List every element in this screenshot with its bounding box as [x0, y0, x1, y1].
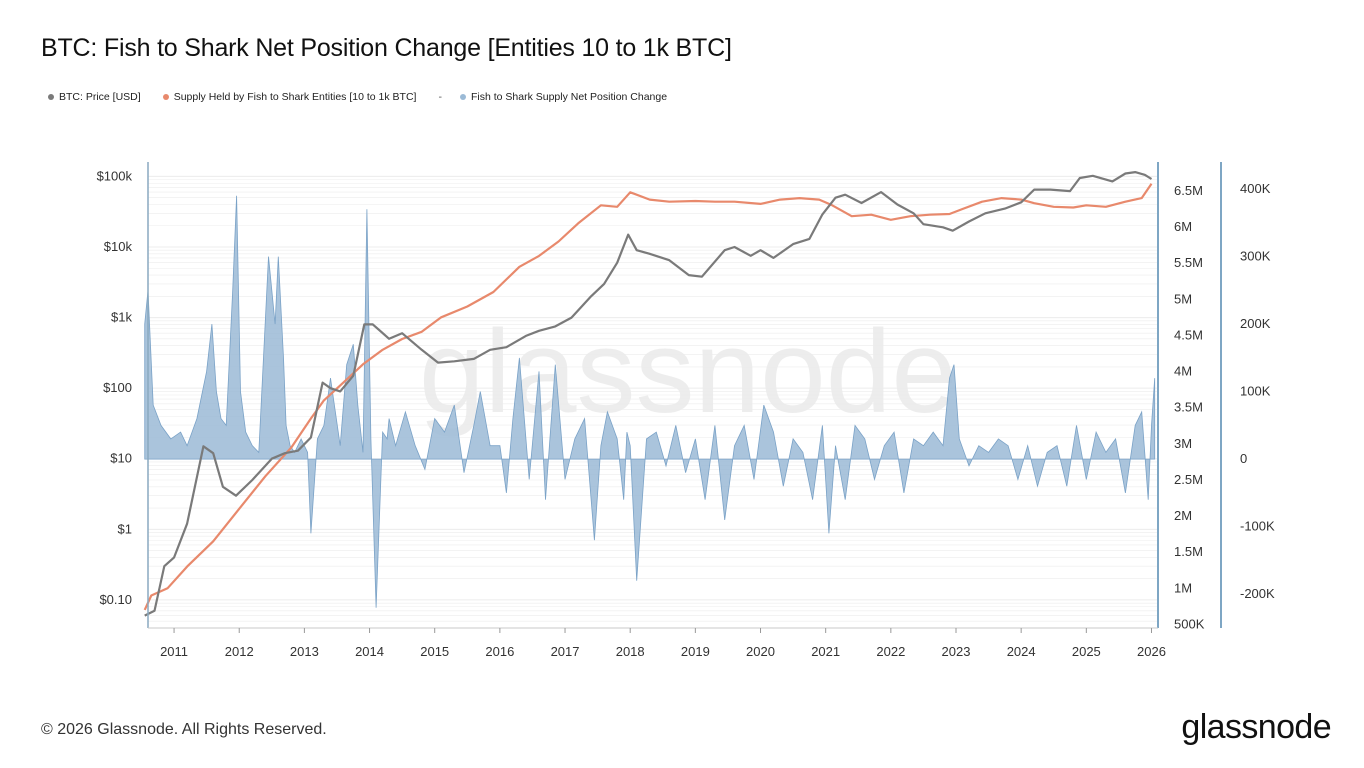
netchange-area-path	[144, 195, 1156, 608]
legend-item-netchange[interactable]: Fish to Shark Supply Net Position Change	[459, 91, 668, 103]
legend-label-supply: Supply Held by Fish to Shark Entities [1…	[173, 91, 417, 103]
right1-tick-label: 2.5M	[1174, 472, 1203, 487]
x-tick-label: 2013	[290, 644, 319, 659]
right2-tick-label: -200K	[1240, 586, 1275, 601]
axes: $0.10 $1 $10 $100 $1k $10k $100k 500K 1M 1.5M 2M 2.…	[97, 162, 1275, 659]
right1-tick-label: 1.5M	[1174, 544, 1203, 559]
left-tick-label: $1	[118, 521, 132, 536]
x-tick-label: 2011	[160, 644, 188, 659]
x-tick-label: 2024	[1007, 644, 1036, 659]
x-tick-label: 2022	[876, 644, 905, 659]
right2-tick-label: 0	[1240, 451, 1247, 466]
legend-separator: -	[438, 91, 442, 103]
legend-label-netchange: Fish to Shark Supply Net Position Change	[470, 91, 668, 103]
x-tick-label: 2023	[942, 644, 971, 659]
watermark: glassnode	[419, 306, 957, 438]
right1-tick-label: 5M	[1174, 291, 1192, 306]
left-tick-label: $1k	[111, 310, 132, 325]
right1-tick-label: 1M	[1174, 580, 1192, 595]
right2-tick-label: 300K	[1240, 249, 1271, 264]
right1-tick-label: 6M	[1174, 219, 1192, 234]
right1-tick-label: 2M	[1174, 508, 1192, 523]
legend-dot-price	[48, 94, 54, 100]
netchange-area	[144, 195, 1156, 608]
left-tick-label: $100k	[97, 168, 133, 183]
right1-tick-label: 5.5M	[1174, 255, 1203, 270]
right1-tick-label: 4.5M	[1174, 327, 1203, 342]
x-tick-label: 2021	[811, 644, 840, 659]
copyright-text: © 2026 Glassnode. All Rights Reserved.	[41, 721, 327, 738]
supply-line	[143, 183, 1153, 611]
chart-legend: BTC: Price [USD] Supply Held by Fish to …	[48, 91, 689, 103]
right1-tick-label: 3M	[1174, 436, 1192, 451]
supply-series	[143, 183, 1153, 611]
x-tick-label: 2015	[420, 644, 449, 659]
right1-tick-label: 4M	[1174, 364, 1192, 379]
x-tick-label: 2026	[1137, 644, 1166, 659]
x-tick-label: 2025	[1072, 644, 1101, 659]
x-tick-label: 2019	[681, 644, 710, 659]
right1-tick-label: 6.5M	[1174, 183, 1203, 198]
legend-dot-supply	[162, 94, 169, 100]
brand-logo: glassnode	[1181, 708, 1331, 746]
x-tick-label: 2017	[551, 644, 580, 659]
legend-dot-netchange	[459, 94, 466, 100]
x-tick-label: 2012	[225, 644, 254, 659]
right1-tick-label: 3.5M	[1174, 400, 1203, 415]
x-tick-label: 2020	[746, 644, 775, 659]
right2-tick-label: -100K	[1240, 519, 1275, 534]
left-tick-label: $0.10	[99, 592, 132, 607]
legend-item-price[interactable]: BTC: Price [USD]	[48, 91, 141, 103]
price-series	[144, 171, 1153, 617]
right2-tick-label: 100K	[1240, 384, 1271, 399]
left-tick-label: $10	[110, 451, 132, 466]
legend-item-supply[interactable]: Supply Held by Fish to Shark Entities [1…	[162, 91, 417, 103]
x-tick-label: 2016	[485, 644, 514, 659]
left-tick-label: $10k	[104, 239, 133, 254]
grid-lines	[148, 175, 1158, 629]
chart-title: BTC: Fish to Shark Net Position Change […	[41, 34, 732, 62]
right2-tick-label: 200K	[1240, 316, 1271, 331]
right2-tick-label: 400K	[1240, 181, 1271, 196]
legend-label-price: BTC: Price [USD]	[59, 91, 141, 103]
right1-tick-label: 500K	[1174, 616, 1205, 631]
price-line	[144, 171, 1153, 617]
x-tick-label: 2014	[355, 644, 384, 659]
x-tick-label: 2018	[616, 644, 645, 659]
left-tick-label: $100	[103, 380, 132, 395]
